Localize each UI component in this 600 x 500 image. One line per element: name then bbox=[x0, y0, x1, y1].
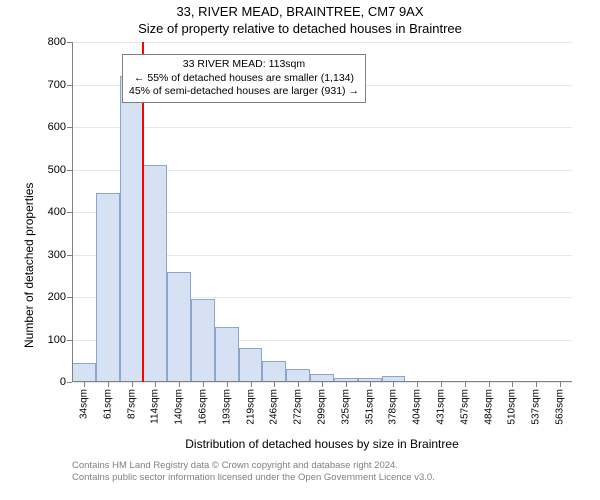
x-tick-label: 325sqm bbox=[340, 389, 351, 425]
x-tick-label: 510sqm bbox=[507, 389, 518, 425]
x-tick-mark bbox=[274, 382, 275, 387]
plot-area: 010020030040050060070080034sqm61sqm87sqm… bbox=[72, 42, 572, 382]
x-tick-mark bbox=[132, 382, 133, 387]
x-tick-label: 193sqm bbox=[221, 389, 232, 425]
annotation-line: ← 55% of detached houses are smaller (1,… bbox=[129, 72, 359, 86]
x-tick-label: 219sqm bbox=[245, 389, 256, 425]
histogram-bar bbox=[262, 361, 286, 382]
x-tick-label: 114sqm bbox=[150, 389, 161, 424]
x-tick-label: 34sqm bbox=[78, 389, 89, 419]
x-tick-label: 61sqm bbox=[102, 389, 113, 419]
x-tick-mark bbox=[393, 382, 394, 387]
x-tick-mark bbox=[465, 382, 466, 387]
histogram-bar bbox=[191, 299, 215, 382]
x-tick-label: 140sqm bbox=[174, 389, 185, 425]
gridline-horizontal bbox=[72, 127, 572, 128]
histogram-bar bbox=[167, 272, 191, 383]
y-axis-title: Number of detached properties bbox=[22, 183, 36, 348]
histogram-bar bbox=[120, 76, 144, 382]
x-tick-label: 87sqm bbox=[126, 389, 137, 419]
histogram-bar bbox=[239, 348, 263, 382]
x-tick-label: 457sqm bbox=[459, 389, 470, 425]
x-tick-label: 431sqm bbox=[436, 389, 447, 425]
x-tick-mark bbox=[417, 382, 418, 387]
figure-title-line2: Size of property relative to detached ho… bbox=[0, 21, 600, 40]
x-tick-mark bbox=[108, 382, 109, 387]
figure-root: 33, RIVER MEAD, BRAINTREE, CM7 9AX Size … bbox=[0, 0, 600, 500]
x-tick-mark bbox=[322, 382, 323, 387]
x-tick-label: 351sqm bbox=[364, 389, 375, 425]
x-tick-mark bbox=[512, 382, 513, 387]
gridline-horizontal bbox=[72, 42, 572, 43]
x-tick-mark bbox=[227, 382, 228, 387]
x-tick-mark bbox=[251, 382, 252, 387]
x-tick-mark bbox=[179, 382, 180, 387]
x-tick-mark bbox=[84, 382, 85, 387]
x-tick-mark bbox=[489, 382, 490, 387]
annotation-line: 33 RIVER MEAD: 113sqm bbox=[129, 58, 359, 72]
histogram-bar bbox=[72, 363, 96, 382]
x-tick-label: 272sqm bbox=[293, 389, 304, 425]
x-tick-label: 378sqm bbox=[388, 389, 399, 425]
annotation-box: 33 RIVER MEAD: 113sqm← 55% of detached h… bbox=[122, 54, 366, 103]
y-tick-label: 200 bbox=[48, 291, 72, 303]
histogram-bar bbox=[143, 165, 167, 382]
x-tick-label: 246sqm bbox=[269, 389, 280, 425]
x-tick-label: 563sqm bbox=[555, 389, 566, 425]
x-tick-mark bbox=[298, 382, 299, 387]
histogram-bar bbox=[96, 193, 120, 382]
y-tick-label: 300 bbox=[48, 249, 72, 261]
footer-line1: Contains HM Land Registry data © Crown c… bbox=[72, 460, 435, 472]
footer-line2: Contains public sector information licen… bbox=[72, 472, 435, 484]
x-tick-mark bbox=[441, 382, 442, 387]
x-tick-mark bbox=[370, 382, 371, 387]
x-tick-label: 537sqm bbox=[531, 389, 542, 425]
footer-attribution: Contains HM Land Registry data © Crown c… bbox=[72, 460, 435, 485]
figure-title-line1: 33, RIVER MEAD, BRAINTREE, CM7 9AX bbox=[0, 0, 600, 21]
y-tick-label: 700 bbox=[48, 79, 72, 91]
x-tick-mark bbox=[203, 382, 204, 387]
histogram-bar bbox=[215, 327, 239, 382]
y-axis-line bbox=[72, 42, 73, 382]
y-tick-label: 400 bbox=[48, 206, 72, 218]
x-tick-mark bbox=[346, 382, 347, 387]
y-tick-label: 100 bbox=[48, 334, 72, 346]
x-axis-title: Distribution of detached houses by size … bbox=[185, 437, 459, 451]
x-tick-mark bbox=[155, 382, 156, 387]
x-tick-mark bbox=[560, 382, 561, 387]
y-tick-label: 600 bbox=[48, 121, 72, 133]
x-tick-label: 484sqm bbox=[483, 389, 494, 425]
y-tick-label: 0 bbox=[60, 376, 72, 388]
x-tick-label: 166sqm bbox=[197, 389, 208, 425]
y-tick-label: 500 bbox=[48, 164, 72, 176]
x-tick-mark bbox=[536, 382, 537, 387]
x-tick-label: 404sqm bbox=[412, 389, 423, 425]
x-axis-line bbox=[72, 381, 572, 382]
y-tick-label: 800 bbox=[48, 36, 72, 48]
annotation-line: 45% of semi-detached houses are larger (… bbox=[129, 85, 359, 99]
x-tick-label: 299sqm bbox=[317, 389, 328, 425]
